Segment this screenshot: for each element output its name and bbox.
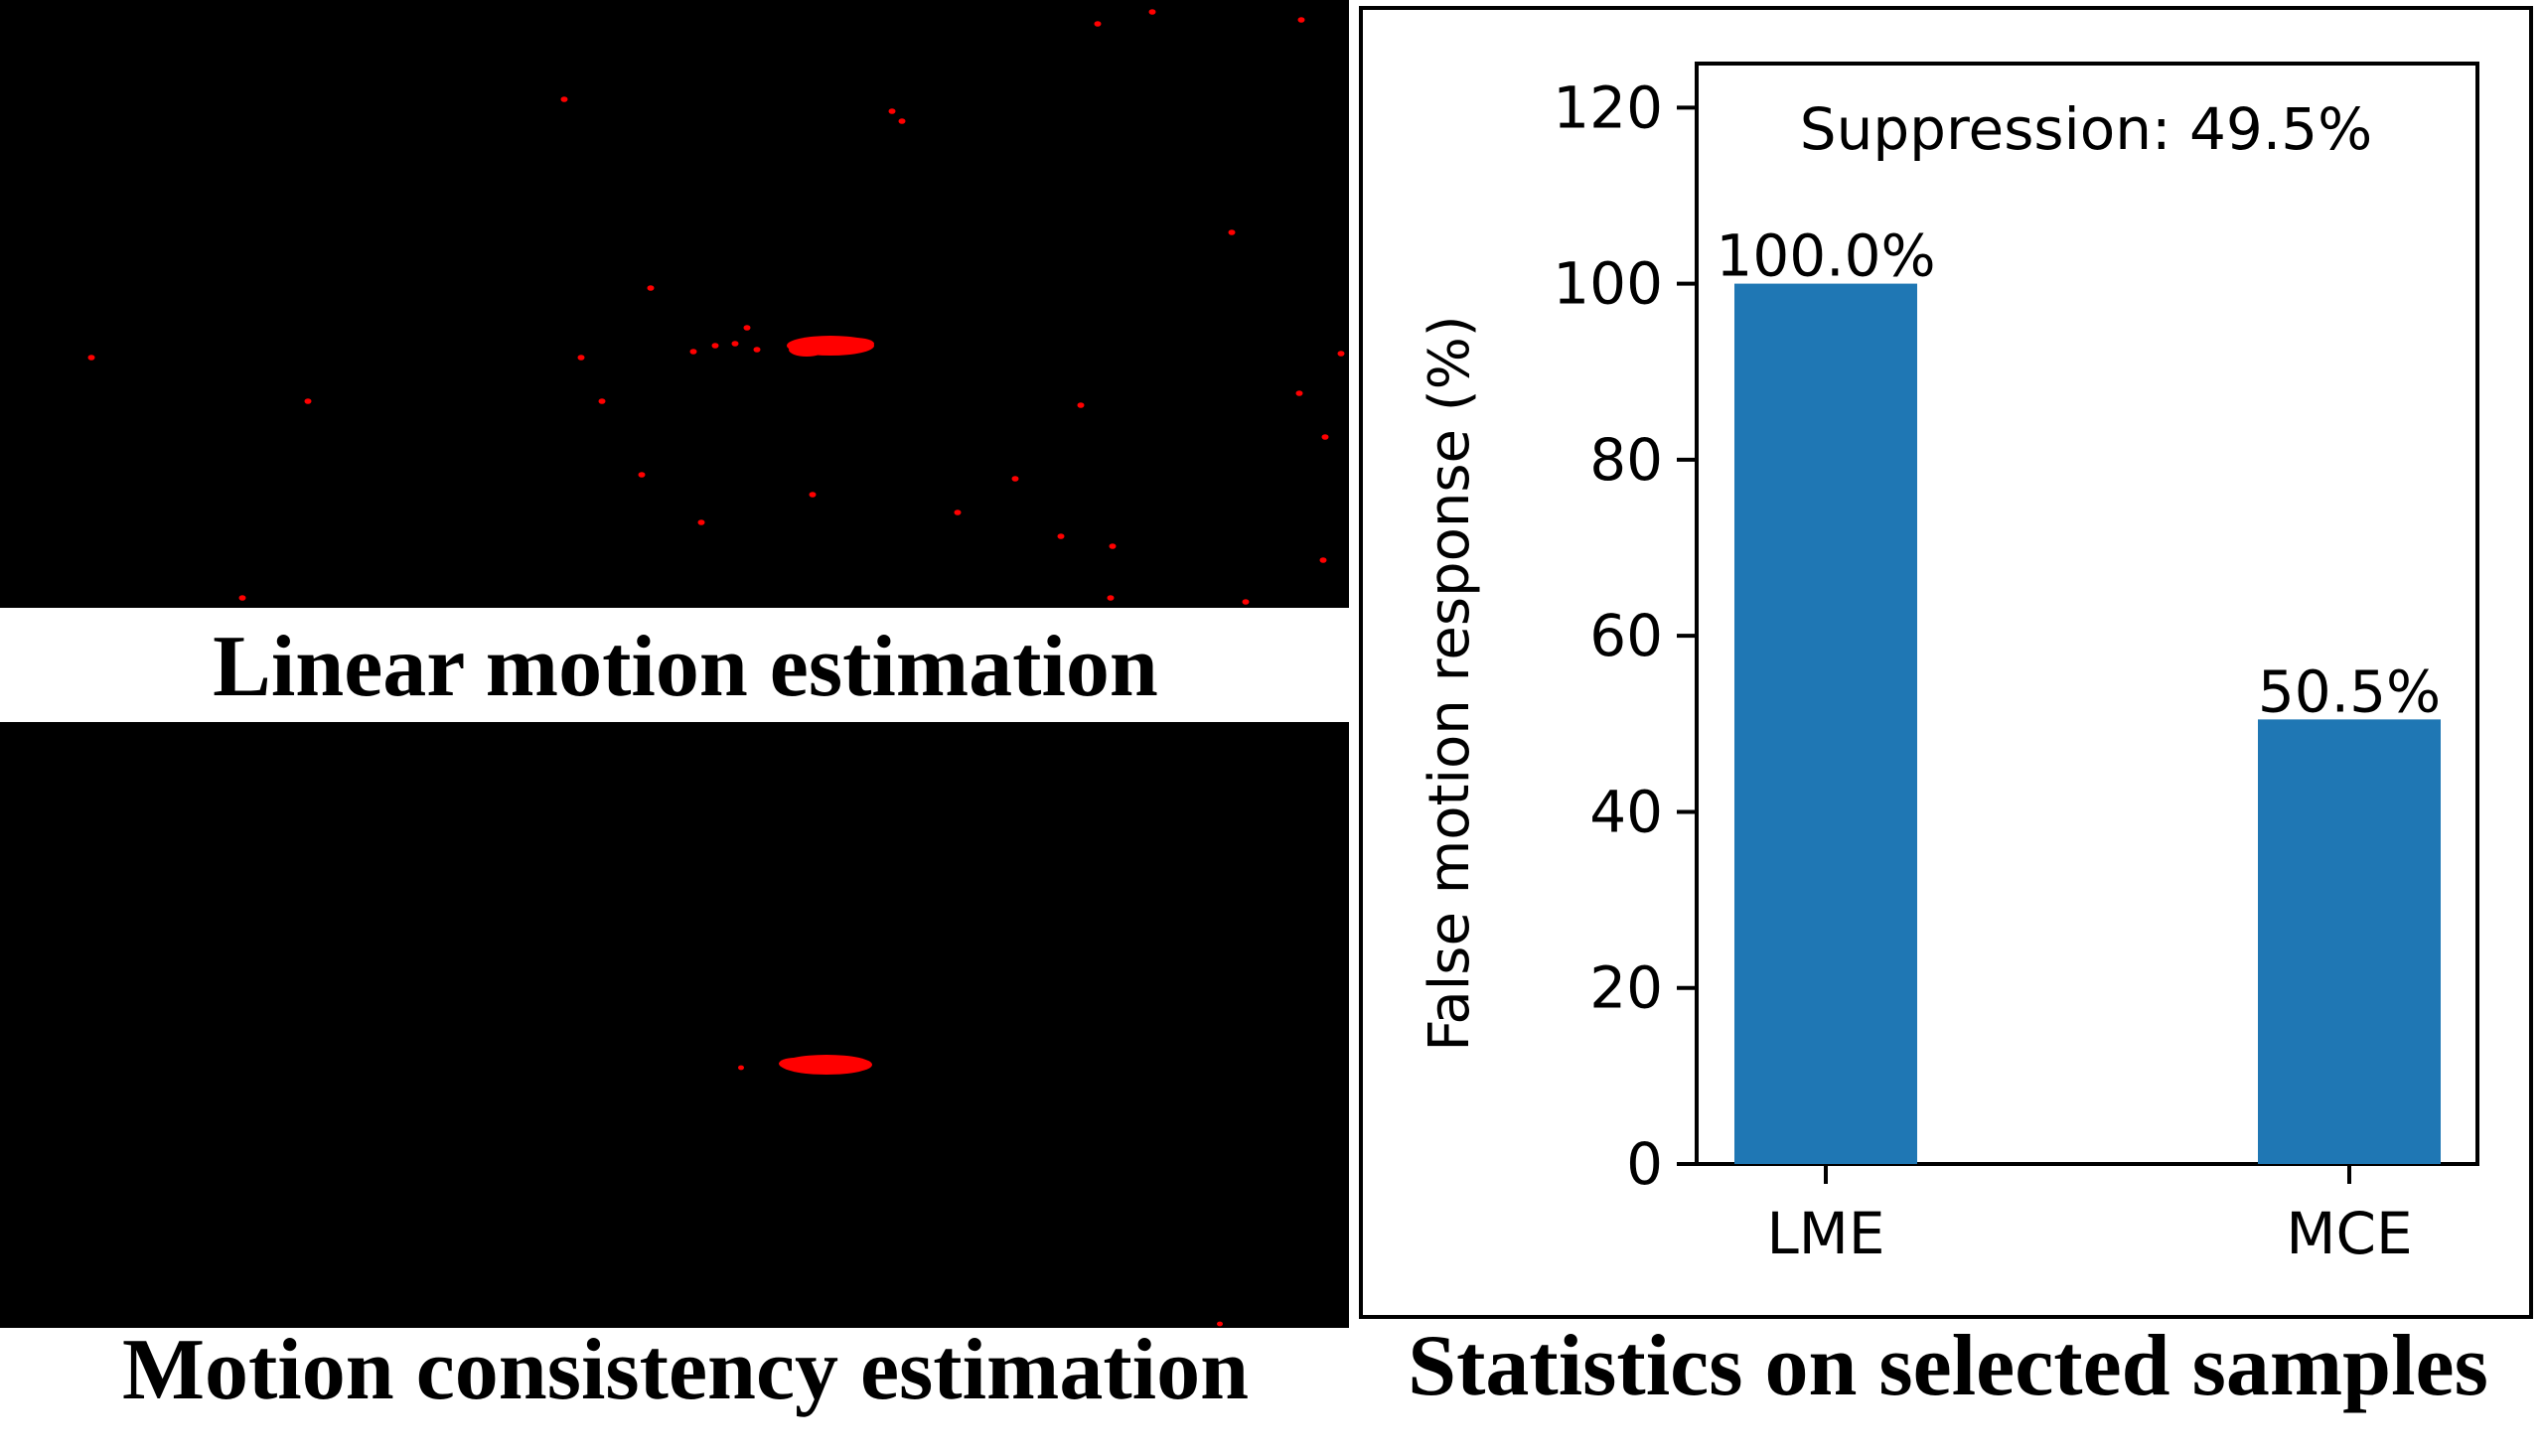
y-axis-label: False motion response (%)	[1418, 315, 1482, 1051]
target-detection-blob	[779, 1058, 811, 1070]
motion-consistency-detections	[738, 1055, 1223, 1327]
bar-chart: 0 20 40 60 80 100 120 100.0% LME 50.5% MCE Suppres…	[1418, 62, 2479, 1267]
false-detection-speck	[1321, 434, 1329, 440]
y-tick-label: 80	[1589, 426, 1663, 494]
false-detection-speck	[1242, 599, 1250, 605]
false-detection-speck	[1217, 1321, 1223, 1327]
motion-consistency-detection-map	[0, 722, 1349, 1328]
false-detection-speck	[1094, 21, 1102, 27]
y-tick-label: 40	[1589, 778, 1663, 845]
false-detection-speck	[1057, 533, 1065, 539]
false-detection-speck	[809, 492, 817, 498]
false-detection-speck	[304, 398, 312, 404]
statistics-caption: Statistics on selected samples	[1408, 1318, 2488, 1414]
false-detection-speck	[738, 1065, 744, 1071]
motion-consistency-caption: Motion consistency estimation	[121, 1322, 1250, 1418]
false-detection-speck	[743, 325, 751, 331]
false-detection-speck	[238, 595, 246, 601]
suppression-annotation: Suppression: 49.5%	[1800, 95, 2373, 163]
false-detection-speck	[888, 108, 896, 114]
false-detection-speck	[753, 347, 761, 353]
x-tick-label-mce: MCE	[2286, 1200, 2412, 1267]
x-tick-label-lme: LME	[1766, 1200, 1884, 1267]
linear-motion-caption: Linear motion estimation	[213, 619, 1158, 715]
false-detection-speck	[1295, 390, 1303, 396]
y-tick-label: 60	[1589, 602, 1663, 669]
false-detection-speck	[1148, 9, 1156, 15]
y-tick-label: 0	[1626, 1130, 1663, 1198]
plot-area-border	[1695, 62, 2479, 1166]
false-detection-speck	[731, 341, 739, 347]
false-detection-speck	[560, 96, 568, 102]
false-detection-speck	[711, 343, 719, 349]
false-detection-speck	[1077, 402, 1085, 408]
data-label-lme: 100.0%	[1716, 222, 1935, 290]
bar-mce	[2258, 719, 2441, 1164]
y-tick-label: 100	[1553, 250, 1663, 318]
y-tick-label: 20	[1589, 954, 1663, 1022]
false-detection-speck	[1109, 543, 1117, 549]
false-detection-speck	[1337, 351, 1345, 357]
false-detection-speck	[598, 398, 606, 404]
false-detection-speck	[898, 118, 906, 124]
linear-motion-detection-map	[0, 0, 1349, 608]
data-label-mce: 50.5%	[2258, 657, 2441, 725]
false-detection-speck	[1297, 17, 1305, 23]
bar-lme	[1734, 283, 1917, 1165]
false-detection-speck	[697, 519, 705, 525]
false-detection-speck	[689, 349, 697, 355]
linear-motion-detections	[87, 9, 1345, 605]
y-tick-label: 120	[1553, 73, 1663, 141]
false-detection-speck	[1319, 557, 1327, 563]
false-detection-speck	[1228, 229, 1236, 235]
target-detection-blob	[834, 338, 874, 350]
false-detection-speck	[1107, 595, 1115, 601]
target-detection-blob	[789, 343, 824, 357]
false-detection-speck	[647, 285, 655, 291]
false-detection-speck	[638, 472, 646, 478]
false-detection-speck	[1011, 476, 1019, 482]
false-detection-speck	[954, 510, 962, 515]
false-detection-speck	[577, 355, 585, 361]
false-detection-speck	[87, 355, 95, 361]
